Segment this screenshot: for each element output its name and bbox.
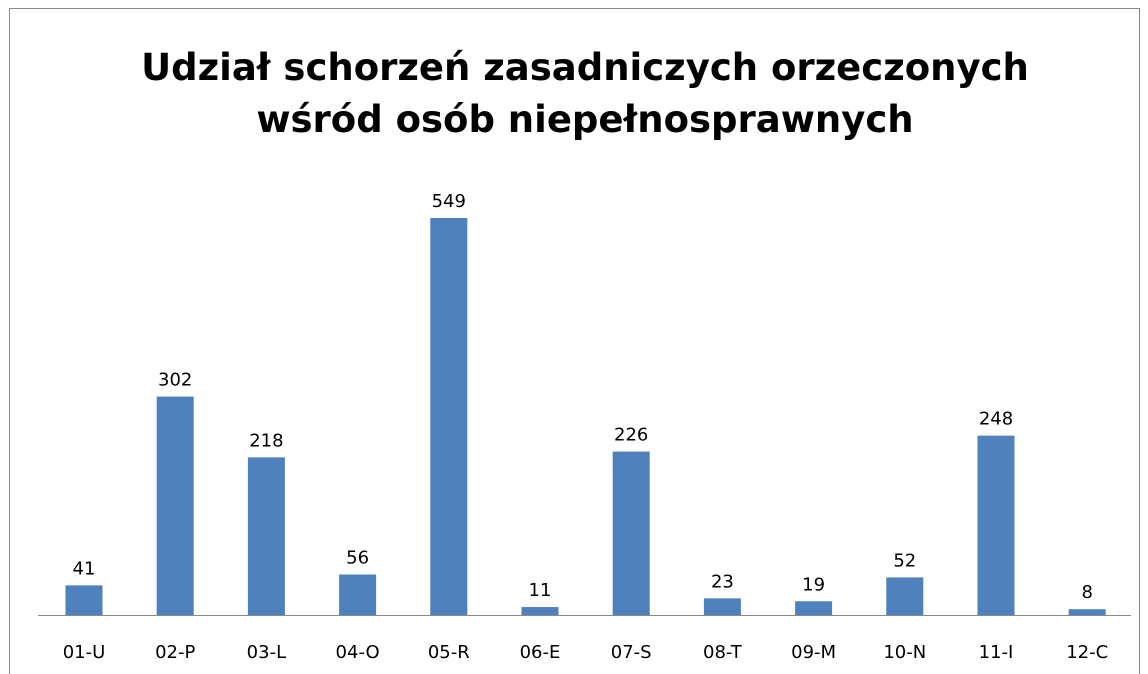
data-label: 248 xyxy=(979,409,1013,430)
x-tick-label: 09-M xyxy=(791,642,836,663)
x-tick-label: 02-P xyxy=(155,642,195,663)
chart-title: Udział schorzeń zasadniczych orzeczonych… xyxy=(141,46,1029,141)
bar xyxy=(247,457,285,615)
x-tick-label: 06-E xyxy=(520,642,561,663)
bar xyxy=(65,585,103,615)
bar xyxy=(156,396,194,615)
chart-border xyxy=(9,8,1140,674)
bar xyxy=(521,607,559,615)
bar xyxy=(886,577,924,615)
data-label: 19 xyxy=(802,574,825,595)
x-tick-label: 05-R xyxy=(428,642,470,663)
bar xyxy=(703,598,741,615)
x-tick-label: 01-U xyxy=(63,642,106,663)
data-label: 56 xyxy=(346,548,369,569)
data-label: 11 xyxy=(529,580,552,601)
x-tick-label: 03-L xyxy=(247,642,286,663)
data-label: 549 xyxy=(432,191,466,212)
bar xyxy=(430,218,468,615)
data-label: 8 xyxy=(1081,582,1092,603)
x-tick-label: 11-I xyxy=(979,642,1014,663)
data-label: 23 xyxy=(711,571,734,592)
x-tick-label: 07-S xyxy=(611,642,652,663)
data-label: 52 xyxy=(893,550,916,571)
bar xyxy=(612,451,650,615)
data-label: 226 xyxy=(614,425,648,446)
bar xyxy=(1068,609,1106,615)
x-tick-label: 12-C xyxy=(1066,642,1108,663)
data-label: 302 xyxy=(158,370,192,391)
bar xyxy=(795,601,833,615)
data-label: 41 xyxy=(73,558,96,579)
x-tick-label: 08-T xyxy=(703,642,743,663)
bar xyxy=(977,435,1015,615)
x-tick-label: 04-O xyxy=(336,642,380,663)
x-tick-label: 10-N xyxy=(883,642,926,663)
bar xyxy=(339,574,377,615)
data-label: 218 xyxy=(249,430,283,451)
